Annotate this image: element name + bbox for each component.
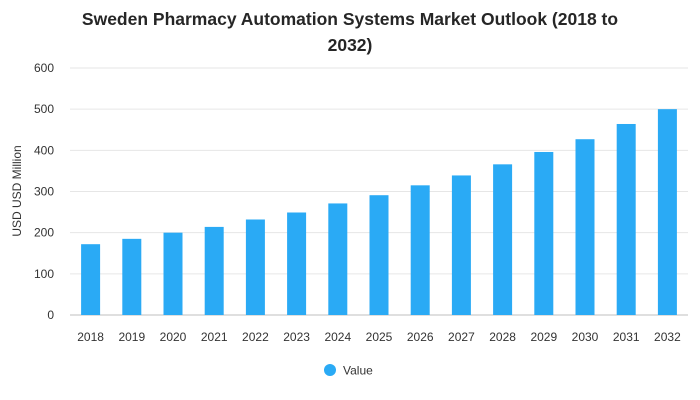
bar-2032[interactable]	[657, 109, 677, 316]
x-tick-label: 2019	[118, 330, 145, 344]
y-tick-label: 600	[34, 61, 54, 75]
bar-2019[interactable]	[122, 238, 142, 315]
x-tick-label: 2032	[654, 330, 681, 344]
y-tick-label: 300	[34, 185, 54, 199]
x-tick-label: 2027	[448, 330, 475, 344]
chart-title-line-2: 2032)	[327, 35, 373, 55]
x-tick-label: 2029	[530, 330, 557, 344]
bar-2022[interactable]	[245, 219, 265, 315]
bar-2025[interactable]	[369, 195, 389, 315]
bar-2024[interactable]	[328, 203, 348, 315]
bar-2020[interactable]	[163, 232, 183, 315]
x-tick-label: 2020	[160, 330, 187, 344]
y-axis-ticks: 0 100 200 300 400 500 600	[34, 61, 54, 322]
x-tick-label: 2025	[366, 330, 393, 344]
x-tick-label: 2030	[572, 330, 599, 344]
bars	[81, 109, 677, 316]
bar-2031[interactable]	[616, 123, 636, 315]
chart-title: Sweden Pharmacy Automation Systems Marke…	[0, 6, 700, 58]
x-tick-label: 2022	[242, 330, 269, 344]
y-tick-label: 500	[34, 102, 54, 116]
legend[interactable]: Value	[324, 364, 373, 378]
y-tick-label: 400	[34, 143, 54, 157]
x-tick-label: 2028	[489, 330, 516, 344]
y-axis-label: USD USD Million	[10, 145, 24, 236]
y-tick-label: 0	[47, 308, 54, 322]
bar-2028[interactable]	[493, 164, 513, 315]
bar-2027[interactable]	[451, 175, 471, 315]
legend-marker	[324, 364, 336, 376]
x-tick-label: 2031	[613, 330, 640, 344]
x-tick-label: 2024	[324, 330, 351, 344]
x-axis-ticks: 2018 2019 2020 2021 2022 2023 2024 2025 2026 2027…	[77, 330, 681, 344]
x-tick-label: 2018	[77, 330, 104, 344]
y-tick-label: 200	[34, 226, 54, 240]
x-tick-label: 2023	[283, 330, 310, 344]
bar-2023[interactable]	[287, 212, 307, 315]
bar-2021[interactable]	[204, 226, 224, 315]
x-tick-label: 2026	[407, 330, 434, 344]
legend-label-value: Value	[343, 364, 373, 378]
bar-2026[interactable]	[410, 185, 430, 315]
bar-2030[interactable]	[575, 139, 595, 315]
chart-title-line-1: Sweden Pharmacy Automation Systems Marke…	[81, 9, 619, 29]
bar-2029[interactable]	[534, 151, 554, 315]
x-tick-label: 2021	[201, 330, 228, 344]
y-tick-label: 100	[34, 267, 54, 281]
bar-2018[interactable]	[81, 244, 101, 315]
